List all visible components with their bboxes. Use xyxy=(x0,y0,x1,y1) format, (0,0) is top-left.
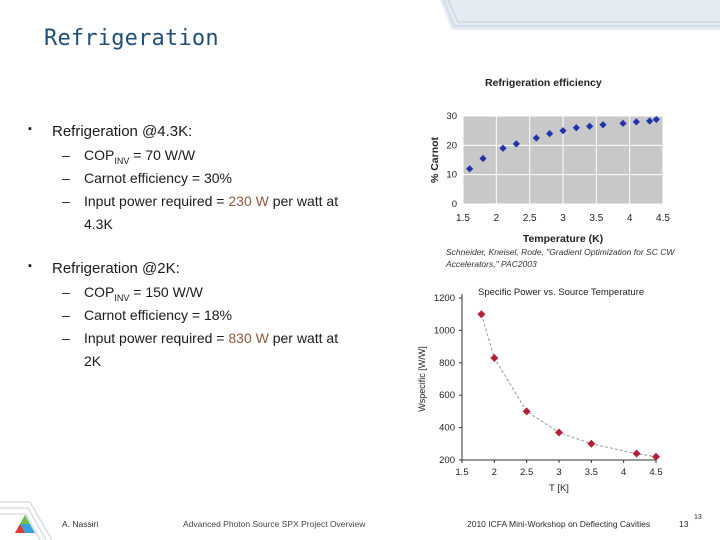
y-tick-label: 0 xyxy=(452,199,457,210)
footer-left-decoration xyxy=(0,501,53,540)
sub-item-text: per watt at xyxy=(268,193,339,209)
data-point xyxy=(599,121,607,129)
x-tick-label: 3 xyxy=(560,213,566,224)
sub-item-cop-4k: – COPINV = 70 W/W xyxy=(62,147,196,166)
y-tick-label: 20 xyxy=(446,140,457,151)
x-tick-label: 1.5 xyxy=(456,213,470,224)
data-point xyxy=(632,449,641,458)
data-point xyxy=(555,428,563,437)
x-tick-label: 3.5 xyxy=(585,467,598,478)
chart-title: Specific Power vs. Source Temperature xyxy=(478,287,644,298)
sub-item-text: COP xyxy=(84,147,115,163)
x-tick-label: 3.5 xyxy=(589,213,603,224)
x-tick-label: 4.5 xyxy=(649,467,662,478)
x-tick-label: 4 xyxy=(627,213,633,224)
y-tick-label: 1200 xyxy=(434,293,455,304)
y-tick-label: 10 xyxy=(446,170,457,181)
x-tick-label: 3 xyxy=(556,467,561,478)
sub-item-text-continued: 4.3K xyxy=(84,216,113,232)
sub-item-cop-2k: – COPINV = 150 W/W xyxy=(62,284,203,303)
bullet-refrigeration-4k: ▪ Refrigeration @4.3K: xyxy=(28,123,193,140)
chart-title: Refrigeration efficiency xyxy=(485,77,602,89)
y-axis-label: % Carnot xyxy=(429,136,441,183)
data-point xyxy=(479,154,487,163)
data-point xyxy=(490,353,499,362)
sub-item-value: = 70 W/W xyxy=(129,147,196,163)
data-point xyxy=(499,144,507,152)
y-tick-label: 200 xyxy=(439,455,455,466)
sub-item-input-power-2k: – Input power required = 830 W per watt a… xyxy=(62,330,339,369)
slide-title: Refrigeration xyxy=(44,26,219,51)
data-point xyxy=(652,452,660,461)
sub-item-text-continued: 2K xyxy=(84,353,102,369)
data-point xyxy=(522,407,531,416)
bullet-label: Refrigeration @4.3K: xyxy=(52,123,193,140)
bullet-square-icon: ▪ xyxy=(28,260,32,272)
data-point xyxy=(559,127,567,135)
subscript-inv: INV xyxy=(114,292,130,303)
x-tick-label: 2 xyxy=(492,467,497,478)
highlighted-value: 830 W xyxy=(228,330,269,346)
header-corner-decoration xyxy=(420,0,720,30)
bullet-label: Refrigeration @2K: xyxy=(52,260,180,277)
y-tick-label: 30 xyxy=(446,111,457,122)
x-tick-label: 2.5 xyxy=(523,213,537,224)
y-tick-label: 800 xyxy=(439,358,455,369)
x-axis-label: T [K] xyxy=(549,483,569,494)
data-point xyxy=(619,119,627,127)
argonne-logo-icon xyxy=(15,515,35,533)
sub-item-input-power-4k: – Input power required = 230 W per watt a… xyxy=(62,193,339,232)
footer-workshop: 2010 ICFA Mini-Workshop on Deflecting Ca… xyxy=(467,519,651,529)
x-tick-label: 2.5 xyxy=(520,467,533,478)
subscript-inv: INV xyxy=(114,155,130,166)
page-number: 13 xyxy=(679,519,689,529)
specific-power-chart: Specific Power vs. Source Temperature 200… xyxy=(417,287,663,494)
sub-item-carnot-4k: – Carnot efficiency = 30% xyxy=(62,170,232,186)
trend-line xyxy=(480,314,657,458)
bullet-square-icon: ▪ xyxy=(28,123,32,135)
x-tick-label: 4 xyxy=(621,467,626,478)
data-point xyxy=(587,439,596,448)
sub-item-text: Input power required = xyxy=(84,193,229,209)
bullet-refrigeration-2k: ▪ Refrigeration @2K: xyxy=(28,260,180,277)
y-tick-label: 1000 xyxy=(434,325,455,336)
x-axis-label: Temperature (K) xyxy=(523,233,603,245)
x-tick-label: 2 xyxy=(494,213,500,224)
sub-item-text: Carnot efficiency = 30% xyxy=(84,170,232,186)
y-tick-label: 400 xyxy=(439,423,455,434)
footer-author: A. Nassiri xyxy=(62,519,99,529)
sub-item-text: per watt at xyxy=(268,330,339,346)
sub-item-value: = 150 W/W xyxy=(129,284,203,300)
sub-item-text: Input power required = xyxy=(84,330,229,346)
footer-project: Advanced Photon Source SPX Project Overv… xyxy=(183,519,366,529)
sub-item-text: COP xyxy=(84,284,115,300)
sub-item-carnot-2k: – Carnot efficiency = 18% xyxy=(62,307,232,323)
sub-item-text: Carnot efficiency = 18% xyxy=(84,307,232,323)
refrigeration-efficiency-chart: Refrigeration efficiency 0 10 20 30 1.5 2 2.5 3 3… xyxy=(429,77,670,245)
y-axis-label: Wspecific [W/W] xyxy=(417,346,427,412)
page-number-superscript: 13 xyxy=(694,514,702,521)
y-tick-label: 600 xyxy=(439,390,455,401)
data-point xyxy=(477,310,486,319)
chart-citation: Schneider, Kneisel, Rode, "Gradient Opti… xyxy=(446,247,675,269)
highlighted-value: 230 W xyxy=(228,193,269,209)
x-tick-label: 1.5 xyxy=(455,467,468,478)
x-tick-label: 4.5 xyxy=(656,213,670,224)
